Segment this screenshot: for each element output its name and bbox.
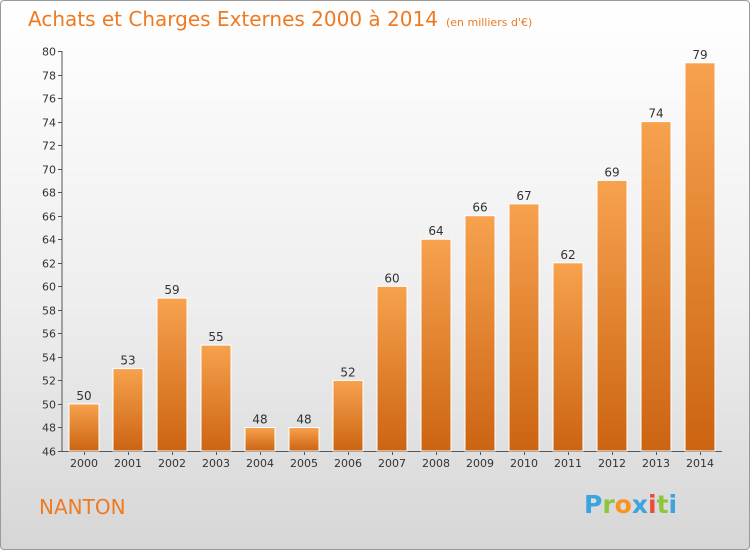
proxiti-logo: Proxiti: [584, 490, 677, 519]
data-label-2008: 64: [428, 224, 443, 238]
y-tick-label: 52: [42, 375, 56, 388]
data-label-2009: 66: [472, 201, 487, 215]
x-tick-label: 2013: [642, 457, 670, 470]
bar-2003: [200, 344, 232, 452]
y-tick-label: 50: [42, 399, 56, 412]
data-label-2011: 62: [560, 248, 575, 262]
x-tick-label: 2005: [290, 457, 318, 470]
chart-unit: (en milliers d'€): [445, 16, 533, 29]
bar-2012: [596, 179, 628, 452]
x-tick-label: 2001: [114, 457, 142, 470]
bar-2011: [552, 262, 584, 452]
data-label-2001: 53: [120, 354, 135, 368]
chart-title-text: Achats et Charges Externes 2000 à 2014: [28, 7, 438, 31]
data-label-2000: 50: [76, 389, 91, 403]
x-tick-label: 2010: [510, 457, 538, 470]
logo-letter: P: [584, 490, 603, 519]
data-label-2007: 60: [384, 271, 399, 285]
y-tick-label: 54: [42, 352, 56, 365]
x-tick-label: 2000: [70, 457, 98, 470]
data-label-2010: 67: [516, 189, 531, 203]
bar-2000: [68, 403, 100, 452]
x-tick-label: 2003: [202, 457, 230, 470]
data-label-2013: 74: [648, 107, 663, 121]
data-label-2002: 59: [164, 283, 179, 297]
x-tick-label: 2004: [246, 457, 274, 470]
x-tick-label: 2002: [158, 457, 186, 470]
logo-letter: r: [602, 490, 615, 519]
y-tick-label: 58: [42, 305, 56, 318]
y-tick-label: 68: [42, 187, 56, 200]
logo-letter: i: [648, 490, 657, 519]
chart-axes: 46 48 50 52 54 56 58 60 62 64 66 68 70 72 74 76 78 80 2000…: [42, 46, 722, 470]
bar-2007: [376, 285, 408, 452]
y-tick-label: 56: [42, 328, 56, 341]
logo-letter: t: [656, 490, 669, 519]
data-label-2006: 52: [340, 365, 355, 379]
y-tick-label: 62: [42, 258, 56, 271]
y-tick-label: 72: [42, 140, 56, 153]
y-tick-label: 78: [42, 70, 56, 83]
bar-2009: [464, 215, 496, 452]
data-label-2004: 48: [252, 413, 267, 427]
y-tick-label: 70: [42, 164, 56, 177]
bar-2006: [332, 379, 364, 452]
y-tick-label: 64: [42, 234, 56, 247]
bar-2001: [112, 368, 144, 452]
x-tick-label: 2006: [334, 457, 362, 470]
data-label-2014: 79: [692, 48, 707, 62]
y-tick-label: 48: [42, 422, 56, 435]
bar-2005: [288, 427, 320, 452]
logo-letter: i: [668, 490, 678, 519]
y-tick-label: 66: [42, 211, 56, 224]
bar-2014: [684, 62, 716, 452]
chart-title: Achats et Charges Externes 2000 à 2014 (e…: [28, 7, 532, 31]
commune-name: NANTON: [39, 495, 126, 519]
x-tick-label: 2011: [554, 457, 582, 470]
y-tick-label: 80: [42, 46, 56, 59]
y-tick-label: 76: [42, 93, 56, 106]
y-tick-label: 46: [42, 446, 56, 459]
chart-data-labels: 50 53 59 55 48 48 52 60 64 66 67 62 69 74 79: [76, 48, 707, 427]
x-tick-label: 2014: [686, 457, 714, 470]
y-tick-label: 60: [42, 281, 56, 294]
data-label-2003: 55: [208, 330, 223, 344]
data-label-2005: 48: [296, 413, 311, 427]
bar-2013: [640, 121, 672, 452]
bar-2010: [508, 203, 540, 452]
y-tick-label: 74: [42, 117, 56, 130]
bar-2002: [156, 297, 188, 452]
x-tick-label: 2008: [422, 457, 450, 470]
logo-letter: x: [631, 490, 648, 519]
bar-2004: [244, 427, 276, 452]
x-tick-label: 2012: [598, 457, 626, 470]
x-tick-label: 2007: [378, 457, 406, 470]
chart-bars: [68, 62, 716, 452]
logo-letter: o: [614, 490, 632, 519]
data-label-2012: 69: [604, 165, 619, 179]
bar-2008: [420, 238, 452, 452]
x-tick-label: 2009: [466, 457, 494, 470]
